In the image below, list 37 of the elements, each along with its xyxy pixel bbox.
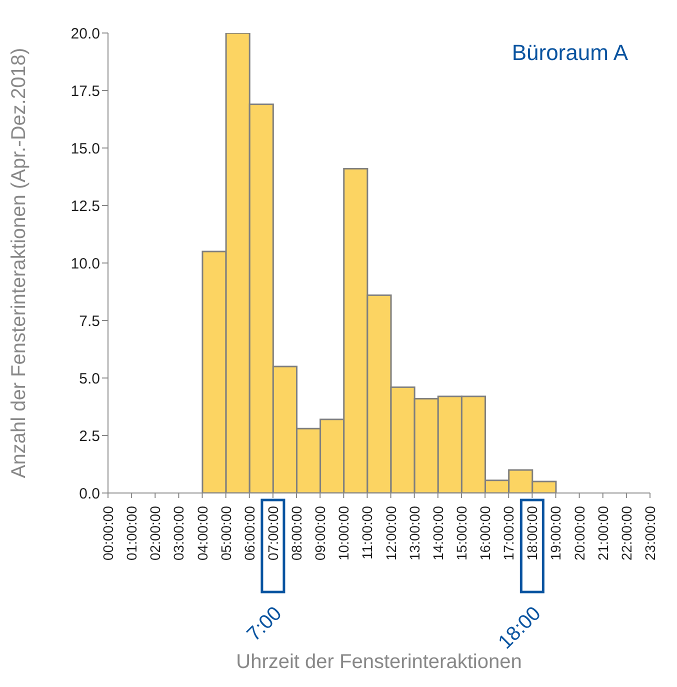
x-tick-label: 13:00:00 — [406, 506, 422, 560]
x-tick-label: 00:00:00 — [100, 506, 116, 560]
y-tick-label: 7.5 — [79, 312, 100, 330]
x-tick-label: 04:00:00 — [194, 506, 210, 560]
x-tick-label: 16:00:00 — [477, 506, 494, 560]
text: 7:00 — [243, 602, 286, 646]
y-tick-label: 20.0 — [70, 25, 100, 42]
y-tick-label: 5.0 — [79, 370, 100, 388]
x-tick-label: 19:00:00 — [548, 506, 564, 560]
y-tick-label: 17.5 — [70, 82, 100, 100]
x-tick-label: 18:00:00 — [524, 506, 540, 560]
x-tick-label: 01:00:00 — [124, 506, 140, 560]
x-tick-label: 22:00:00 — [618, 506, 634, 560]
x-tick-label: 21:00:00 — [594, 506, 611, 560]
y-tick-label: 2.5 — [79, 428, 100, 445]
x-tick-label: 08:00:00 — [288, 506, 305, 560]
y-tick-label: 10.0 — [70, 255, 100, 272]
annotation: Büroraum A — [512, 40, 628, 66]
x-tick-label: 14:00:00 — [430, 506, 446, 560]
y-tick-label: 0.0 — [79, 485, 100, 502]
x-tick-label: 09:00:00 — [312, 506, 328, 560]
x-tick-label: 03:00:00 — [170, 506, 187, 560]
y-tick-label: 12.5 — [70, 198, 100, 215]
x-tick-label: 06:00:00 — [241, 506, 258, 560]
x-tick-label: 12:00:00 — [382, 506, 399, 560]
y-axis-title: Anzahl der Fensterinteraktionen (Apr.-Dez.2018) — [8, 48, 30, 478]
x-tick-label: 02:00:00 — [147, 506, 164, 560]
y-tick-label: 15.0 — [70, 140, 100, 158]
x-tick-label: 23:00:00 — [642, 506, 658, 560]
x-tick-label: 17:00:00 — [500, 506, 517, 560]
x-tick-label: 07:00:00 — [264, 506, 281, 560]
x-tick-label: 10:00:00 — [336, 506, 352, 560]
x-axis-title: Uhrzeit der Fensterinteraktionen — [236, 651, 522, 673]
x-tick-label: 20:00:00 — [571, 506, 588, 560]
x-tick-label: 11:00:00 — [359, 506, 376, 560]
x-tick-label: 15:00:00 — [453, 506, 470, 560]
x-tick-label: 05:00:00 — [218, 506, 234, 560]
